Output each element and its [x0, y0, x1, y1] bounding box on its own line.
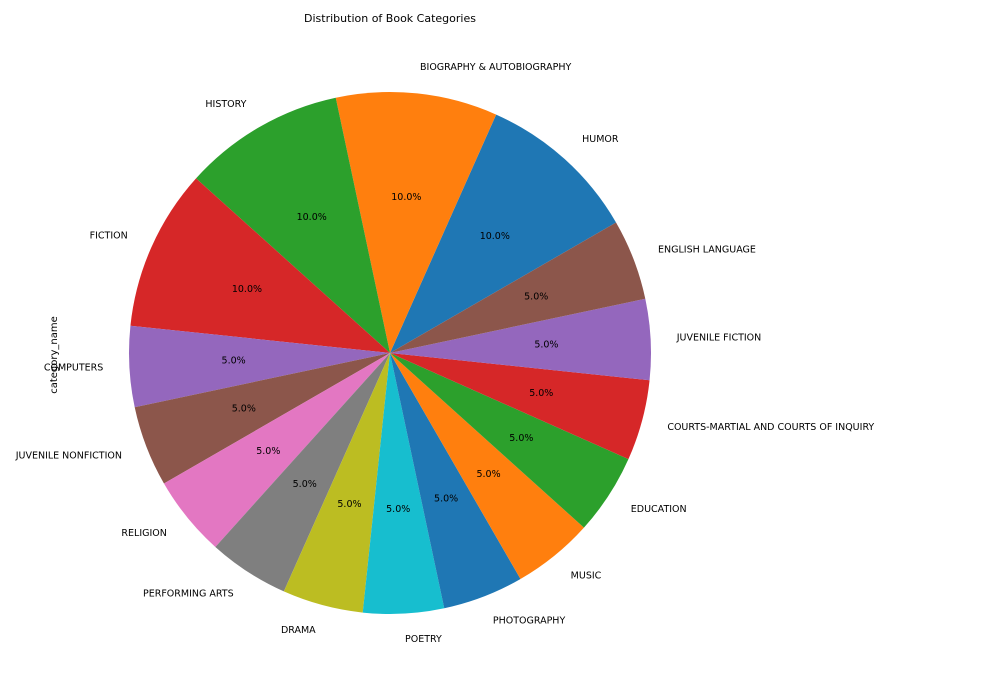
category-label-juvenile-fiction: JUVENILE FICTION [676, 332, 762, 343]
chart-title: Distribution of Book Categories [304, 12, 476, 25]
slice-drama [283, 353, 390, 613]
percent-label-music: 5.0% [476, 469, 500, 480]
category-label-music: MUSIC [571, 571, 602, 582]
slice-history [196, 97, 390, 353]
slice-performing-arts [215, 353, 390, 592]
slice-juvenile-nonfiction [134, 353, 390, 484]
percent-label-english-language: 5.0% [524, 291, 548, 302]
pie-slices [129, 92, 651, 614]
category-label-courts-martial-and-courts-of-inquiry: COURTS-MARTIAL AND COURTS OF INQUIRY [667, 422, 874, 433]
slice-humor [390, 114, 617, 353]
percent-label-biography-autobiography: 10.0% [391, 192, 421, 203]
percent-labels: 10.0% 10.0% 10.0% 10.0% 5.0% 5.0% 5.0% 5.0% 5.0%… [222, 192, 559, 515]
percent-label-poetry: 5.0% [386, 504, 410, 515]
slice-fiction [130, 178, 390, 353]
category-label-poetry: POETRY [405, 634, 442, 645]
percent-label-fiction: 10.0% [232, 284, 262, 295]
category-labels: HUMOR BIOGRAPHY & AUTOBIOGRAPHY HISTORY FIC… [15, 62, 875, 645]
category-label-juvenile-nonfiction: JUVENILE NONFICTION [15, 450, 122, 461]
category-label-humor: HUMOR [582, 134, 619, 145]
category-label-history: HISTORY [205, 99, 246, 110]
slice-computers [129, 325, 391, 408]
slice-music [390, 353, 584, 580]
category-label-performing-arts: PERFORMING ARTS [143, 588, 234, 599]
percent-label-drama: 5.0% [337, 499, 361, 510]
category-label-religion: RELIGION [121, 528, 166, 539]
slice-juvenile-fiction [390, 298, 651, 381]
slice-poetry [362, 353, 445, 614]
percent-label-computers: 5.0% [222, 356, 246, 367]
percent-label-courts-martial-and-courts-of-inquiry: 5.0% [529, 388, 553, 399]
percent-label-juvenile-fiction: 5.0% [534, 339, 558, 350]
category-label-computers: COMPUTERS [44, 363, 103, 374]
slice-courts-martial-and-courts-of-inquiry [390, 353, 650, 460]
category-label-english-language: ENGLISH LANGUAGE [658, 245, 756, 256]
percent-label-photography: 5.0% [434, 494, 458, 505]
y-axis-label: category_name [49, 316, 60, 394]
slice-religion [163, 353, 390, 547]
category-label-drama: DRAMA [281, 625, 316, 636]
percent-label-history: 10.0% [297, 212, 327, 223]
slice-biography-autobiography [335, 92, 497, 353]
percent-label-religion: 5.0% [256, 446, 280, 457]
slice-education [390, 353, 629, 528]
percent-label-juvenile-nonfiction: 5.0% [232, 404, 256, 415]
percent-label-humor: 10.0% [480, 231, 510, 242]
category-label-education: EDUCATION [631, 504, 687, 515]
slice-english-language [390, 222, 646, 353]
slice-photography [390, 353, 521, 609]
category-label-fiction: FICTION [90, 231, 128, 242]
category-label-biography-autobiography: BIOGRAPHY & AUTOBIOGRAPHY [420, 62, 571, 73]
percent-label-education: 5.0% [509, 433, 533, 444]
category-label-photography: PHOTOGRAPHY [493, 616, 566, 627]
percent-label-performing-arts: 5.0% [293, 479, 317, 490]
